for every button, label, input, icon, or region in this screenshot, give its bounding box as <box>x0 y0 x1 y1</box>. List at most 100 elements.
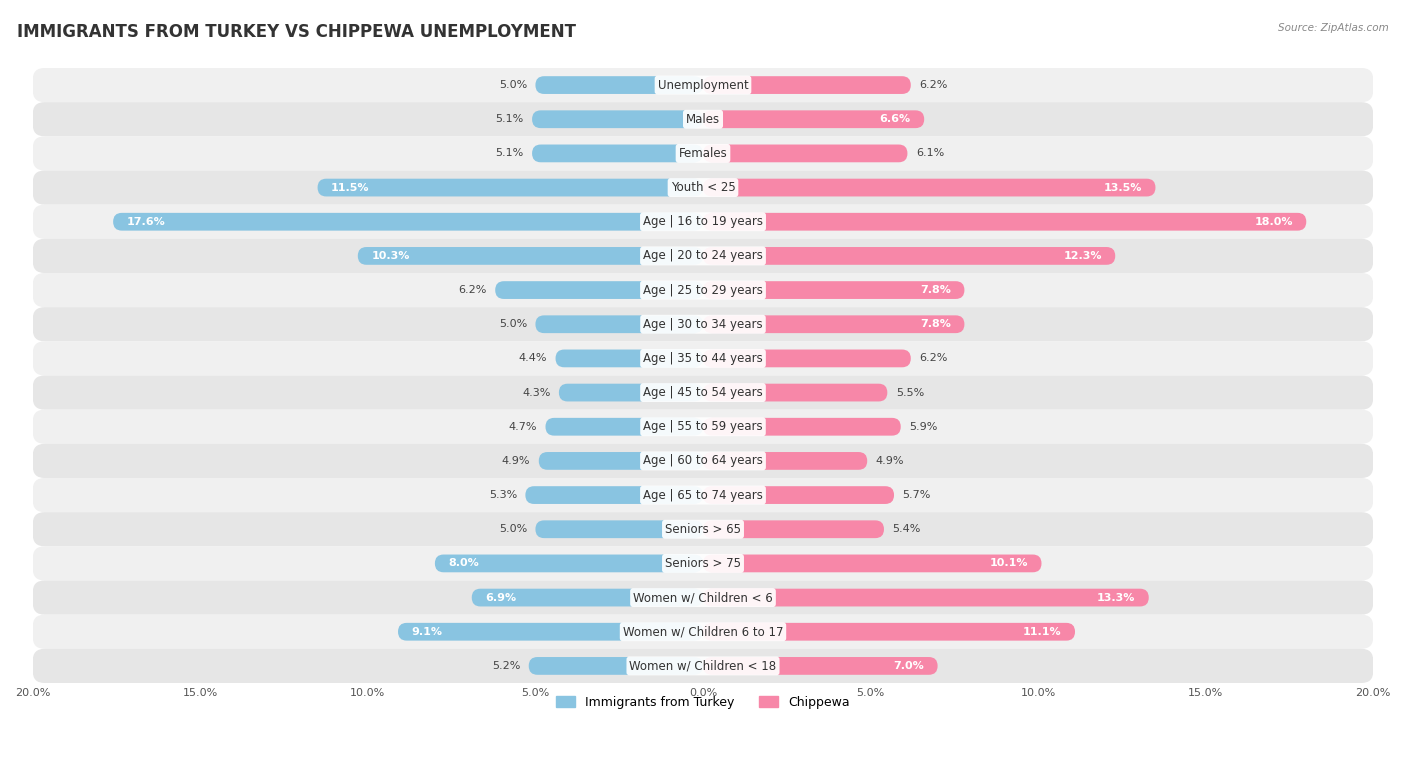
FancyBboxPatch shape <box>32 136 1374 170</box>
FancyBboxPatch shape <box>703 623 1076 640</box>
Text: Seniors > 75: Seniors > 75 <box>665 557 741 570</box>
Text: 7.8%: 7.8% <box>920 319 950 329</box>
Text: 10.1%: 10.1% <box>990 559 1028 569</box>
FancyBboxPatch shape <box>526 486 703 504</box>
FancyBboxPatch shape <box>703 555 1042 572</box>
FancyBboxPatch shape <box>546 418 703 435</box>
FancyBboxPatch shape <box>703 520 884 538</box>
Text: 18.0%: 18.0% <box>1254 217 1294 227</box>
Text: 5.1%: 5.1% <box>495 148 523 158</box>
FancyBboxPatch shape <box>703 452 868 470</box>
Text: 5.2%: 5.2% <box>492 661 520 671</box>
FancyBboxPatch shape <box>531 111 703 128</box>
Text: 4.7%: 4.7% <box>509 422 537 431</box>
Text: 5.0%: 5.0% <box>499 80 527 90</box>
Text: 12.3%: 12.3% <box>1063 251 1102 261</box>
FancyBboxPatch shape <box>703 350 911 367</box>
Text: 7.0%: 7.0% <box>893 661 924 671</box>
Text: 6.6%: 6.6% <box>880 114 911 124</box>
FancyBboxPatch shape <box>32 478 1374 512</box>
Text: 5.7%: 5.7% <box>903 490 931 500</box>
Text: Age | 20 to 24 years: Age | 20 to 24 years <box>643 249 763 263</box>
Text: Seniors > 65: Seniors > 65 <box>665 523 741 536</box>
FancyBboxPatch shape <box>536 520 703 538</box>
Text: Source: ZipAtlas.com: Source: ZipAtlas.com <box>1278 23 1389 33</box>
FancyBboxPatch shape <box>703 247 1115 265</box>
Text: Women w/ Children < 6: Women w/ Children < 6 <box>633 591 773 604</box>
FancyBboxPatch shape <box>703 316 965 333</box>
FancyBboxPatch shape <box>32 68 1374 102</box>
FancyBboxPatch shape <box>703 657 938 674</box>
FancyBboxPatch shape <box>32 512 1374 547</box>
FancyBboxPatch shape <box>529 657 703 674</box>
Text: 5.1%: 5.1% <box>495 114 523 124</box>
Text: 5.0%: 5.0% <box>499 319 527 329</box>
FancyBboxPatch shape <box>32 102 1374 136</box>
FancyBboxPatch shape <box>538 452 703 470</box>
Text: 6.2%: 6.2% <box>920 80 948 90</box>
FancyBboxPatch shape <box>357 247 703 265</box>
Text: Males: Males <box>686 113 720 126</box>
FancyBboxPatch shape <box>703 589 1149 606</box>
Text: Age | 25 to 29 years: Age | 25 to 29 years <box>643 284 763 297</box>
FancyBboxPatch shape <box>703 418 901 435</box>
Text: 4.9%: 4.9% <box>876 456 904 466</box>
Text: 6.2%: 6.2% <box>920 354 948 363</box>
FancyBboxPatch shape <box>32 238 1374 273</box>
FancyBboxPatch shape <box>32 170 1374 204</box>
FancyBboxPatch shape <box>32 547 1374 581</box>
FancyBboxPatch shape <box>32 581 1374 615</box>
FancyBboxPatch shape <box>32 649 1374 683</box>
Text: 11.5%: 11.5% <box>330 182 370 192</box>
Text: 8.0%: 8.0% <box>449 559 479 569</box>
Text: 6.2%: 6.2% <box>458 285 486 295</box>
FancyBboxPatch shape <box>318 179 703 197</box>
Text: 4.9%: 4.9% <box>502 456 530 466</box>
Text: 4.4%: 4.4% <box>519 354 547 363</box>
FancyBboxPatch shape <box>703 145 907 162</box>
Text: 6.9%: 6.9% <box>485 593 516 603</box>
Text: Age | 60 to 64 years: Age | 60 to 64 years <box>643 454 763 467</box>
FancyBboxPatch shape <box>32 341 1374 375</box>
FancyBboxPatch shape <box>32 615 1374 649</box>
Text: 17.6%: 17.6% <box>127 217 166 227</box>
FancyBboxPatch shape <box>398 623 703 640</box>
Text: 4.3%: 4.3% <box>522 388 551 397</box>
FancyBboxPatch shape <box>536 76 703 94</box>
FancyBboxPatch shape <box>434 555 703 572</box>
Text: 10.3%: 10.3% <box>371 251 409 261</box>
Text: 9.1%: 9.1% <box>412 627 443 637</box>
FancyBboxPatch shape <box>32 204 1374 238</box>
Text: Females: Females <box>679 147 727 160</box>
Text: IMMIGRANTS FROM TURKEY VS CHIPPEWA UNEMPLOYMENT: IMMIGRANTS FROM TURKEY VS CHIPPEWA UNEMP… <box>17 23 576 41</box>
FancyBboxPatch shape <box>32 375 1374 410</box>
FancyBboxPatch shape <box>112 213 703 231</box>
Text: 5.5%: 5.5% <box>896 388 924 397</box>
Text: Youth < 25: Youth < 25 <box>671 181 735 194</box>
Text: 5.4%: 5.4% <box>893 525 921 534</box>
Text: Age | 16 to 19 years: Age | 16 to 19 years <box>643 215 763 229</box>
FancyBboxPatch shape <box>495 281 703 299</box>
FancyBboxPatch shape <box>32 273 1374 307</box>
Text: Age | 35 to 44 years: Age | 35 to 44 years <box>643 352 763 365</box>
Text: 5.3%: 5.3% <box>489 490 517 500</box>
FancyBboxPatch shape <box>703 179 1156 197</box>
Text: 13.5%: 13.5% <box>1104 182 1142 192</box>
Text: 7.8%: 7.8% <box>920 285 950 295</box>
FancyBboxPatch shape <box>472 589 703 606</box>
Legend: Immigrants from Turkey, Chippewa: Immigrants from Turkey, Chippewa <box>551 690 855 714</box>
Text: Age | 45 to 54 years: Age | 45 to 54 years <box>643 386 763 399</box>
FancyBboxPatch shape <box>703 111 924 128</box>
FancyBboxPatch shape <box>703 213 1306 231</box>
FancyBboxPatch shape <box>703 486 894 504</box>
FancyBboxPatch shape <box>32 410 1374 444</box>
FancyBboxPatch shape <box>531 145 703 162</box>
Text: 5.9%: 5.9% <box>910 422 938 431</box>
Text: Women w/ Children < 18: Women w/ Children < 18 <box>630 659 776 672</box>
Text: 5.0%: 5.0% <box>499 525 527 534</box>
Text: Age | 65 to 74 years: Age | 65 to 74 years <box>643 488 763 502</box>
Text: 11.1%: 11.1% <box>1024 627 1062 637</box>
FancyBboxPatch shape <box>32 307 1374 341</box>
Text: 6.1%: 6.1% <box>915 148 943 158</box>
FancyBboxPatch shape <box>32 444 1374 478</box>
